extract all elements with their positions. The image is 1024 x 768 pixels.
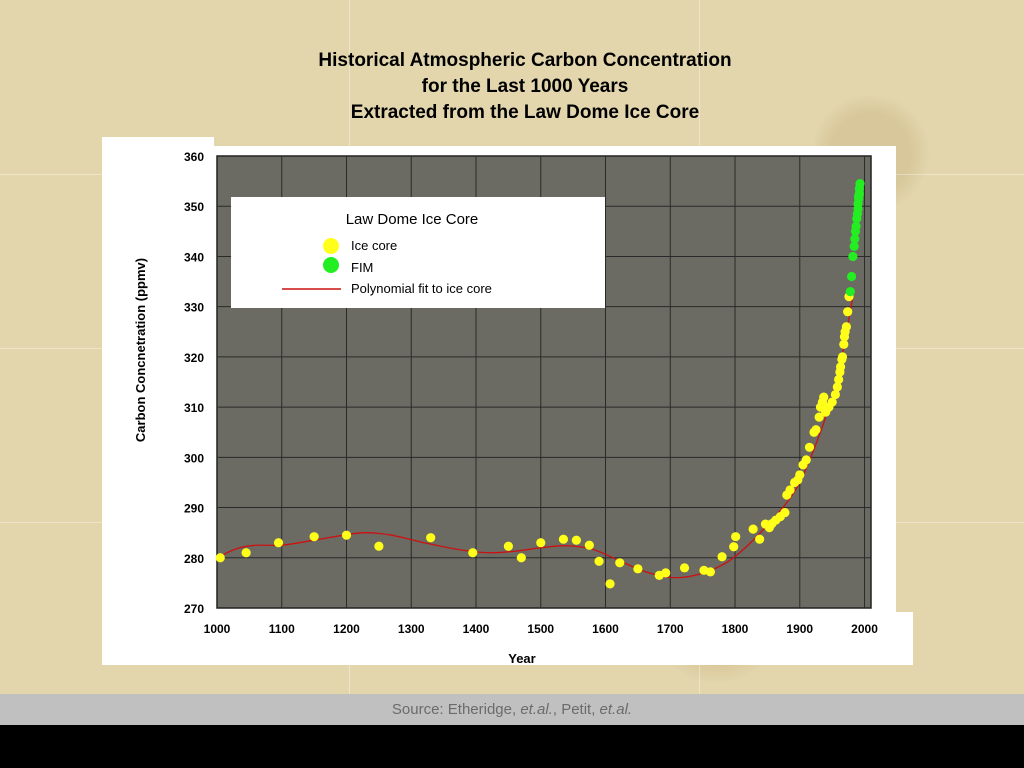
x-tick-label: 1200 — [333, 622, 360, 636]
ice-core-point — [755, 534, 765, 544]
y-tick-label: 330 — [184, 301, 204, 315]
chart-panel-left — [102, 137, 214, 665]
ice-core-point — [558, 534, 569, 544]
legend-fim-marker — [323, 257, 339, 273]
ice-core-point — [795, 470, 805, 480]
ice-core-point — [273, 538, 284, 548]
chart-panel-bottom — [187, 612, 913, 665]
ice-core-point — [843, 307, 853, 317]
x-tick-label: 1300 — [398, 622, 425, 636]
y-tick-label: 300 — [184, 451, 204, 465]
ice-core-point — [785, 485, 795, 495]
ice-core-point — [837, 352, 848, 362]
source-middle: , Petit, — [552, 701, 600, 718]
ice-core-point — [839, 339, 849, 349]
ice-core-point — [536, 538, 546, 548]
ice-core-point — [814, 412, 824, 422]
y-tick-label: 340 — [184, 250, 204, 264]
x-axis-label: Year — [508, 651, 535, 666]
x-tick-label: 1700 — [657, 622, 684, 636]
bottom-bar — [0, 725, 1024, 768]
ice-core-point — [834, 374, 844, 385]
fim-point — [845, 287, 855, 297]
y-tick-label: 310 — [184, 401, 204, 415]
ice-core-point — [374, 541, 384, 551]
legend-ice-core-marker — [323, 238, 339, 254]
title-line-1: Historical Atmospheric Carbon Concentrat… — [318, 50, 732, 71]
source-etal-2: et.al. — [599, 701, 633, 718]
ice-core-point — [594, 556, 604, 566]
ice-core-point — [426, 533, 436, 543]
fim-point — [848, 251, 858, 262]
ice-core-point — [241, 548, 251, 558]
ice-core-point — [503, 541, 513, 551]
ice-core-point — [633, 564, 643, 574]
ice-core-point — [341, 530, 352, 540]
ice-core-point — [584, 540, 594, 550]
fim-point — [851, 221, 861, 231]
ice-core-point — [516, 553, 526, 563]
fim-point — [846, 271, 857, 282]
ice-core-point — [615, 558, 625, 568]
y-tick-label: 360 — [184, 150, 204, 164]
ice-core-point — [661, 568, 671, 578]
ice-core-point — [827, 397, 837, 407]
y-tick-label: 270 — [184, 602, 204, 616]
x-tick-label: 2000 — [851, 622, 878, 636]
ice-core-point — [748, 524, 758, 534]
ice-core-point — [801, 455, 811, 465]
x-tick-label: 1400 — [463, 622, 490, 636]
y-tick-labels: 270 280 290 300 310 320 330 340 350 360 — [184, 150, 204, 616]
x-tick-label: 1600 — [592, 622, 619, 636]
x-tick-labels: 1000 1100 1200 1300 1400 1500 1600 1700 1800 1900… — [204, 622, 879, 636]
ice-core-point — [780, 507, 790, 518]
y-axis-label: Carbon Concnetration (ppmv) — [133, 258, 148, 442]
fim-point — [855, 179, 865, 189]
legend-ice-core-label: Ice core — [351, 238, 397, 253]
y-tick-label: 320 — [184, 351, 204, 365]
title-line-3: Extracted from the Law Dome Ice Core — [350, 102, 700, 123]
ice-core-point — [835, 362, 846, 372]
x-tick-label: 1000 — [204, 622, 231, 636]
ice-core-point — [804, 442, 815, 452]
x-tick-label: 1500 — [527, 622, 554, 636]
x-tick-label: 1800 — [722, 622, 749, 636]
ice-core-point — [679, 563, 690, 573]
legend-fit-label: Polynomial fit to ice core — [351, 281, 492, 296]
x-tick-label: 1100 — [269, 622, 295, 636]
y-tick-label: 350 — [184, 200, 204, 214]
ice-core-point — [731, 532, 741, 542]
fim-point — [849, 241, 859, 251]
source-etal-1: et.al. — [520, 701, 553, 718]
ice-core-point — [571, 535, 581, 545]
fim-point — [850, 234, 860, 244]
ice-core-point — [215, 553, 225, 563]
title-line-2: for the Last 1000 Years — [421, 76, 629, 97]
ice-core-point — [811, 425, 821, 435]
x-tick-label: 1900 — [786, 622, 813, 636]
y-tick-label: 290 — [184, 502, 204, 516]
y-tick-label: 280 — [184, 552, 204, 566]
ice-core-point — [717, 552, 727, 562]
ice-core-point — [705, 567, 716, 577]
ice-core-point — [832, 382, 842, 392]
source-prefix: Source: Etheridge, — [391, 701, 521, 718]
ice-core-point — [729, 542, 739, 552]
source-footer: Source: Etheridge, et.al., Petit, et.al. — [0, 694, 1024, 725]
ice-core-point — [830, 389, 840, 400]
ice-core-point — [468, 548, 478, 558]
legend-title: Law Dome Ice Core — [346, 211, 479, 228]
ice-core-point — [841, 322, 851, 332]
legend-fim-label: FIM — [351, 260, 373, 275]
ice-core-point — [605, 579, 615, 589]
legend: Law Dome Ice Core Ice core FIM Polynomia… — [231, 197, 605, 308]
data-points-layer — [215, 179, 865, 589]
slide-title: Historical Atmospheric Carbon Concentrat… — [200, 48, 850, 126]
ice-core-point — [309, 532, 319, 542]
ice-core-point — [819, 392, 829, 402]
